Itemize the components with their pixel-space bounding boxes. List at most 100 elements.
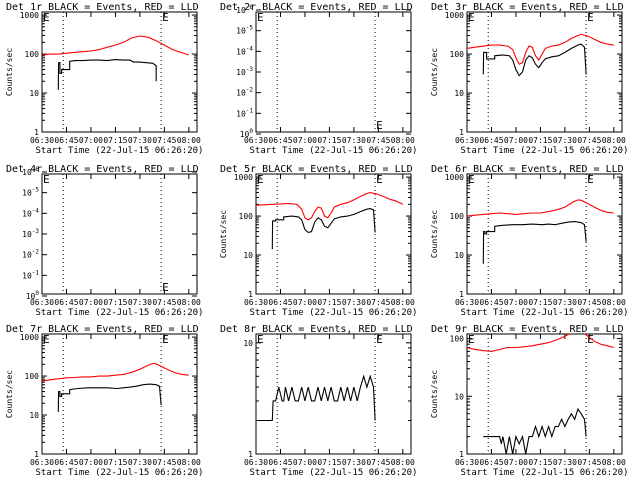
marker-label: E bbox=[162, 333, 169, 346]
y-tick-label: 100 bbox=[450, 50, 465, 59]
x-tick-label: 07:15 bbox=[317, 298, 341, 307]
x-tick-label: 07:45 bbox=[366, 136, 390, 145]
y-tick-label: 100 bbox=[25, 50, 40, 59]
y-tick-label: 100 bbox=[25, 372, 40, 381]
marker-label: E bbox=[376, 173, 383, 186]
x-tick-label: 07:00 bbox=[504, 136, 528, 145]
series-line-lld bbox=[42, 362, 189, 382]
x-tick-label: 07:15 bbox=[528, 298, 552, 307]
panel-title: Det 2r BLACK = Events, RED = LLD bbox=[220, 2, 413, 13]
panel-title: Det 8r BLACK = Events, RED = LLD bbox=[220, 324, 413, 335]
panel-det-7r: Det 7r BLACK = Events, RED = LLD 1 10 100 10… bbox=[5, 324, 203, 478]
y-tick-label: 10-1 bbox=[236, 107, 253, 118]
axis-frame bbox=[41, 173, 198, 295]
x-tick-label: 07:45 bbox=[366, 298, 390, 307]
x-tick-label: 06:30 bbox=[30, 298, 54, 307]
x-tick-label: 08:00 bbox=[177, 136, 201, 145]
x-tick-label: 06:45 bbox=[268, 458, 292, 467]
panel-title: Det 1r BLACK = Events, RED = LLD bbox=[6, 2, 199, 13]
x-tick-label: 08:00 bbox=[177, 458, 201, 467]
y-axis-label: Counts/sec bbox=[219, 210, 228, 258]
x-tick-label: 07:30 bbox=[342, 136, 366, 145]
series-line-events bbox=[483, 407, 587, 454]
x-axis-label: Start Time (22-Jul-15 06:26:20) bbox=[461, 308, 629, 318]
x-tick-label: 06:30 bbox=[455, 298, 479, 307]
panel-det-1r: Det 1r BLACK = Events, RED = LLD 1 10 100 10… bbox=[5, 2, 203, 156]
y-tick-label: 10-5 bbox=[22, 187, 39, 198]
x-tick-label: 06:30 bbox=[244, 136, 268, 145]
axis-frame bbox=[466, 333, 623, 455]
x-tick-label: 07:15 bbox=[103, 458, 127, 467]
x-tick-label: 06:45 bbox=[268, 136, 292, 145]
y-axis-label: Counts/sec bbox=[5, 48, 14, 96]
x-tick-label: 08:00 bbox=[391, 136, 415, 145]
series-line-events bbox=[256, 374, 376, 422]
axis-frame bbox=[255, 173, 412, 295]
series-line-lld bbox=[256, 192, 404, 221]
series-line-lld bbox=[467, 33, 614, 65]
y-tick-label: 100 bbox=[240, 128, 254, 139]
x-tick-label: 07:30 bbox=[342, 458, 366, 467]
axis-frame bbox=[41, 333, 198, 455]
x-tick-label: 07:00 bbox=[293, 136, 317, 145]
x-tick-label: 07:30 bbox=[553, 458, 577, 467]
x-tick-label: 08:00 bbox=[391, 458, 415, 467]
y-tick-label: 100 bbox=[450, 335, 465, 344]
y-tick-label: 1000 bbox=[445, 11, 464, 20]
x-tick-label: 07:45 bbox=[577, 136, 601, 145]
marker-label: E bbox=[468, 333, 475, 346]
x-tick-label: 07:00 bbox=[79, 458, 103, 467]
axis-frame bbox=[466, 11, 623, 133]
panel-det-6r: Det 6r BLACK = Events, RED = LLD 1 10 100 10… bbox=[430, 164, 628, 318]
x-tick-label: 07:15 bbox=[528, 458, 552, 467]
y-tick-label: 10-6 bbox=[22, 166, 39, 177]
y-tick-label: 10 bbox=[243, 339, 253, 348]
marker-label: E bbox=[43, 333, 50, 346]
series-line-events bbox=[482, 43, 587, 77]
x-tick-label: 07:15 bbox=[103, 298, 127, 307]
x-tick-label: 07:15 bbox=[317, 136, 341, 145]
x-axis-label: Start Time (22-Jul-15 06:26:20) bbox=[250, 468, 418, 478]
x-tick-label: 06:30 bbox=[244, 458, 268, 467]
y-tick-label: 1 bbox=[459, 128, 464, 137]
y-tick-label: 10-6 bbox=[236, 4, 253, 15]
x-tick-label: 07:30 bbox=[128, 136, 152, 145]
x-tick-label: 08:00 bbox=[602, 136, 626, 145]
y-axis-label: Counts/sec bbox=[430, 210, 439, 258]
x-tick-label: 06:30 bbox=[30, 458, 54, 467]
y-tick-label: 10 bbox=[454, 392, 464, 401]
marker-label: E bbox=[587, 11, 594, 24]
series-line-lld bbox=[42, 35, 189, 56]
y-tick-label: 1 bbox=[459, 290, 464, 299]
marker-label: E bbox=[376, 333, 383, 346]
marker-label: E bbox=[257, 333, 264, 346]
panel-det-9r: Det 9r BLACK = Events, RED = LLD 1 10 100 06… bbox=[430, 324, 628, 478]
x-tick-label: 07:30 bbox=[342, 298, 366, 307]
y-tick-label: 10 bbox=[29, 89, 39, 98]
x-tick-label: 06:45 bbox=[479, 458, 503, 467]
panel-det-5r: Det 5r BLACK = Events, RED = LLD 1 10 100 10… bbox=[219, 164, 417, 318]
panel-title: Det 9r BLACK = Events, RED = LLD bbox=[431, 324, 624, 335]
y-tick-label: 1000 bbox=[20, 11, 39, 20]
panel-det-8r: Det 8r BLACK = Events, RED = LLD 1 10 06:30… bbox=[220, 324, 417, 478]
x-tick-label: 06:45 bbox=[54, 298, 78, 307]
x-tick-label: 07:30 bbox=[128, 298, 152, 307]
x-axis-label: Start Time (22-Jul-15 06:26:20) bbox=[36, 308, 204, 318]
marker-label: E bbox=[587, 333, 594, 346]
series-line-events bbox=[57, 59, 157, 90]
y-tick-label: 10-1 bbox=[22, 269, 39, 280]
x-tick-label: 06:45 bbox=[54, 458, 78, 467]
axis-frame bbox=[255, 11, 412, 133]
x-tick-label: 07:00 bbox=[293, 458, 317, 467]
x-tick-label: 06:45 bbox=[268, 298, 292, 307]
marker-label: E bbox=[468, 173, 475, 186]
series-line-events bbox=[482, 221, 587, 264]
series-line-events bbox=[57, 383, 162, 412]
y-tick-label: 1000 bbox=[20, 333, 39, 342]
panel-det-2r: Det 2r BLACK = Events, RED = LLD 100 10-1 1… bbox=[220, 2, 417, 156]
x-tick-label: 07:00 bbox=[293, 298, 317, 307]
y-tick-label: 10-3 bbox=[22, 228, 39, 239]
y-tick-label: 100 bbox=[26, 290, 40, 301]
y-tick-label: 1 bbox=[34, 128, 39, 137]
